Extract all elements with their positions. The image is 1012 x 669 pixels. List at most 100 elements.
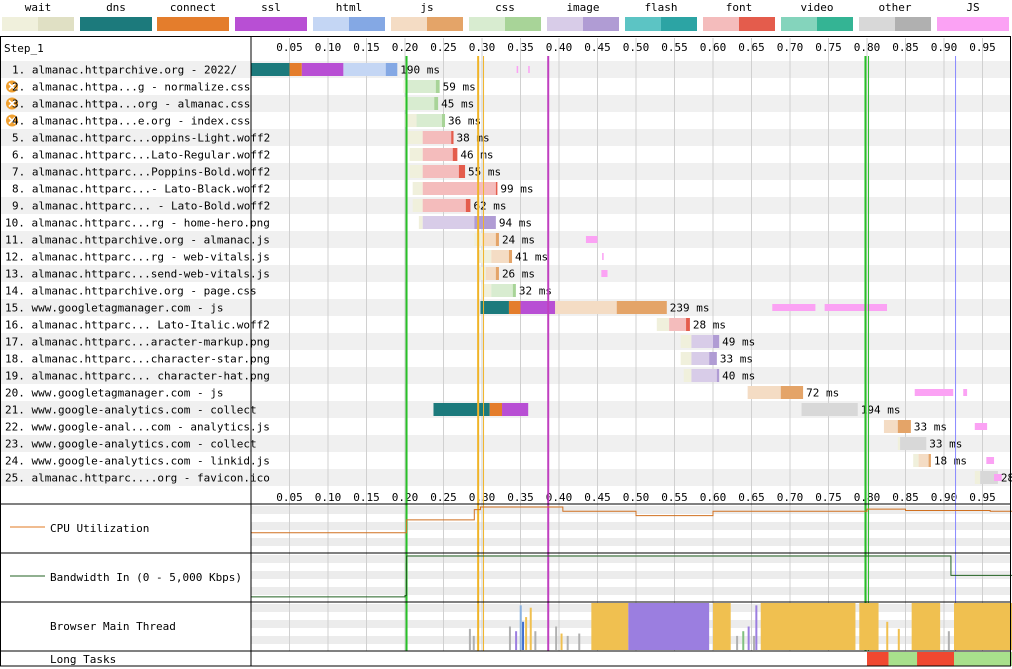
request-label[interactable]: 1. almanac.httparchive.org - 2022/: [12, 64, 237, 77]
request-label[interactable]: 8. almanac.httparc...- Lato-Black.woff2: [12, 183, 270, 196]
timing-segment: [301, 63, 344, 76]
warning-cross: [8, 82, 16, 91]
request-label[interactable]: 14. almanac.httparchive.org - page.css: [5, 285, 257, 298]
request-row[interactable]: 12. almanac.httparc...rg - web-vitals.js…: [5, 250, 604, 264]
js-execution-mark: [585, 236, 598, 243]
request-duration: 62 ms: [473, 200, 506, 213]
request-row[interactable]: 10. almanac.httparc...rg - home-hero.png…: [5, 216, 532, 230]
scale-tick-label: 0.85: [892, 491, 919, 504]
timing-segment: [478, 267, 486, 280]
request-label[interactable]: 19. almanac.httparc... character-hat.png: [5, 370, 270, 383]
legend-label: flash: [644, 1, 678, 14]
request-row[interactable]: 2. almanac.httpa...g - normalize.css 59 m…: [6, 80, 476, 94]
timing-segment: [480, 301, 509, 314]
request-row[interactable]: 18. almanac.httparc...character-star.png…: [5, 352, 753, 366]
scale-tick-label: 0.55: [661, 41, 688, 54]
request-row[interactable]: 8. almanac.httparc...- Lato-Black.woff2 9…: [12, 182, 534, 196]
request-label[interactable]: 18. almanac.httparc...character-star.png: [5, 353, 270, 366]
timing-segment: [974, 471, 981, 484]
request-row[interactable]: 1. almanac.httparchive.org - 2022/190 ms: [12, 63, 530, 77]
timing-segment: [691, 352, 710, 365]
request-row[interactable]: 20. www.googletagmanager.com - js 72 ms: [5, 386, 968, 400]
request-duration: 33 ms: [929, 438, 962, 451]
request-label[interactable]: 23. www.google-analytics.com - collect: [5, 438, 257, 451]
request-duration: 36 ms: [448, 115, 481, 128]
request-label[interactable]: 17. almanac.httparc...aracter-markup.png: [5, 336, 270, 349]
request-row[interactable]: 11. almanac.httparchive.org - almanac.js…: [5, 233, 598, 247]
warning-cross: [8, 116, 16, 125]
request-row[interactable]: 19. almanac.httparc... character-hat.png…: [5, 369, 755, 383]
request-duration: 33 ms: [720, 353, 753, 366]
request-label[interactable]: 25. almanac.httparc....org - favicon.ico: [5, 472, 270, 485]
request-row[interactable]: 4. almanac.httpa...e.org - index.css 36 m…: [6, 114, 481, 128]
main-thread-spike: [515, 631, 518, 650]
timing-segment: [434, 97, 439, 110]
main-thread-spike: [753, 635, 756, 650]
timing-segment: [418, 216, 423, 229]
request-label[interactable]: 11. almanac.httparchive.org - almanac.js: [5, 234, 270, 247]
timing-segment: [508, 250, 513, 263]
timing-segment: [502, 403, 529, 416]
timing-segment: [451, 131, 454, 144]
panel-stripe: [251, 587, 1010, 595]
request-label[interactable]: 16. almanac.httparc... Lato-Italic.woff2: [5, 319, 270, 332]
request-row[interactable]: 9. almanac.httparc... - Lato-Bold.woff2 6…: [12, 199, 507, 213]
row-background: [1, 129, 1010, 146]
request-label[interactable]: 9. almanac.httparc... - Lato-Bold.woff2: [12, 200, 270, 213]
request-row[interactable]: 23. www.google-analytics.com - collect 33…: [5, 437, 962, 451]
timing-segment: [412, 199, 423, 212]
panel-stripe: [251, 571, 1010, 579]
timing-segment: [495, 267, 499, 280]
main-thread-label: Browser Main Thread: [50, 620, 176, 633]
request-duration: 194 ms: [861, 404, 901, 417]
request-label[interactable]: 15. www.googletagmanager.com - js: [5, 302, 224, 315]
request-label[interactable]: 5. almanac.httparc...oppins-Light.woff2: [12, 132, 270, 145]
request-duration: 46 ms: [460, 149, 493, 162]
scale-tick-label: 0.80: [854, 41, 881, 54]
scale-tick-label: 0.15: [353, 41, 380, 54]
request-row[interactable]: 25. almanac.httparc....org - favicon.ico…: [5, 471, 1012, 485]
request-label[interactable]: 2. almanac.httpa...g - normalize.css: [12, 81, 250, 94]
request-row[interactable]: 13. almanac.httparc...send-web-vitals.js…: [5, 267, 608, 281]
request-label[interactable]: 7. almanac.httparc...Poppins-Bold.woff2: [12, 166, 270, 179]
request-row[interactable]: 14. almanac.httparchive.org - page.css 32…: [5, 284, 552, 298]
request-row[interactable]: 24. www.google-analytics.com - linkid.js…: [5, 454, 995, 468]
scale-tick-label: 0.55: [661, 491, 688, 504]
request-label[interactable]: 3. almanac.httpa...org - almanac.css: [12, 98, 250, 111]
request-row[interactable]: 15. www.googletagmanager.com - js 239 ms: [5, 301, 888, 315]
main-thread-spike: [578, 633, 581, 650]
scale-tick-label: 0.10: [315, 41, 342, 54]
request-row[interactable]: 21. www.google-analytics.com - collect 19…: [5, 403, 901, 417]
legend-item-video: video: [781, 0, 853, 31]
request-label[interactable]: 12. almanac.httparc...rg - web-vitals.js: [5, 251, 270, 264]
main-thread-activity: [859, 603, 879, 650]
request-row[interactable]: 17. almanac.httparc...aracter-markup.png…: [5, 335, 755, 349]
request-label[interactable]: 4. almanac.httpa...e.org - index.css: [12, 115, 250, 128]
request-label[interactable]: 24. www.google-analytics.com - linkid.js: [5, 455, 270, 468]
scale-tick-label: 0.80: [854, 491, 881, 504]
legend-label: other: [878, 1, 912, 14]
timing-segment: [669, 318, 687, 331]
request-label[interactable]: 21. www.google-analytics.com - collect: [5, 404, 257, 417]
legend-item-ssl: ssl: [235, 0, 307, 31]
timing-segment: [691, 369, 717, 382]
request-label[interactable]: 6. almanac.httparc...Lato-Regular.woff2: [12, 149, 270, 162]
request-label[interactable]: 10. almanac.httparc...rg - home-hero.png: [5, 217, 270, 230]
scale-tick-label: 0.65: [738, 41, 765, 54]
request-duration: 24 ms: [502, 234, 535, 247]
main-thread-spike: [508, 626, 511, 650]
main-thread-spike: [755, 605, 758, 650]
request-row[interactable]: 16. almanac.httparc... Lato-Italic.woff2…: [5, 318, 726, 332]
request-row[interactable]: 7. almanac.httparc...Poppins-Bold.woff2 5…: [12, 165, 501, 179]
request-label[interactable]: 20. www.googletagmanager.com - js: [5, 387, 224, 400]
main-thread-spike: [736, 635, 739, 650]
request-row[interactable]: 3. almanac.httpa...org - almanac.css 45 m…: [6, 97, 474, 111]
scale-tick-label: 0.90: [931, 491, 958, 504]
request-row[interactable]: 22. www.google-anal...com - analytics.js…: [5, 420, 988, 434]
request-label[interactable]: 13. almanac.httparc...send-web-vitals.js: [5, 268, 270, 281]
request-row[interactable]: 5. almanac.httparc...oppins-Light.woff2 3…: [12, 131, 490, 145]
request-row[interactable]: 6. almanac.httparc...Lato-Regular.woff2 4…: [12, 148, 493, 162]
request-label[interactable]: 22. www.google-anal...com - analytics.js: [5, 421, 270, 434]
timing-segment: [343, 63, 386, 76]
timing-segment: [897, 437, 901, 450]
